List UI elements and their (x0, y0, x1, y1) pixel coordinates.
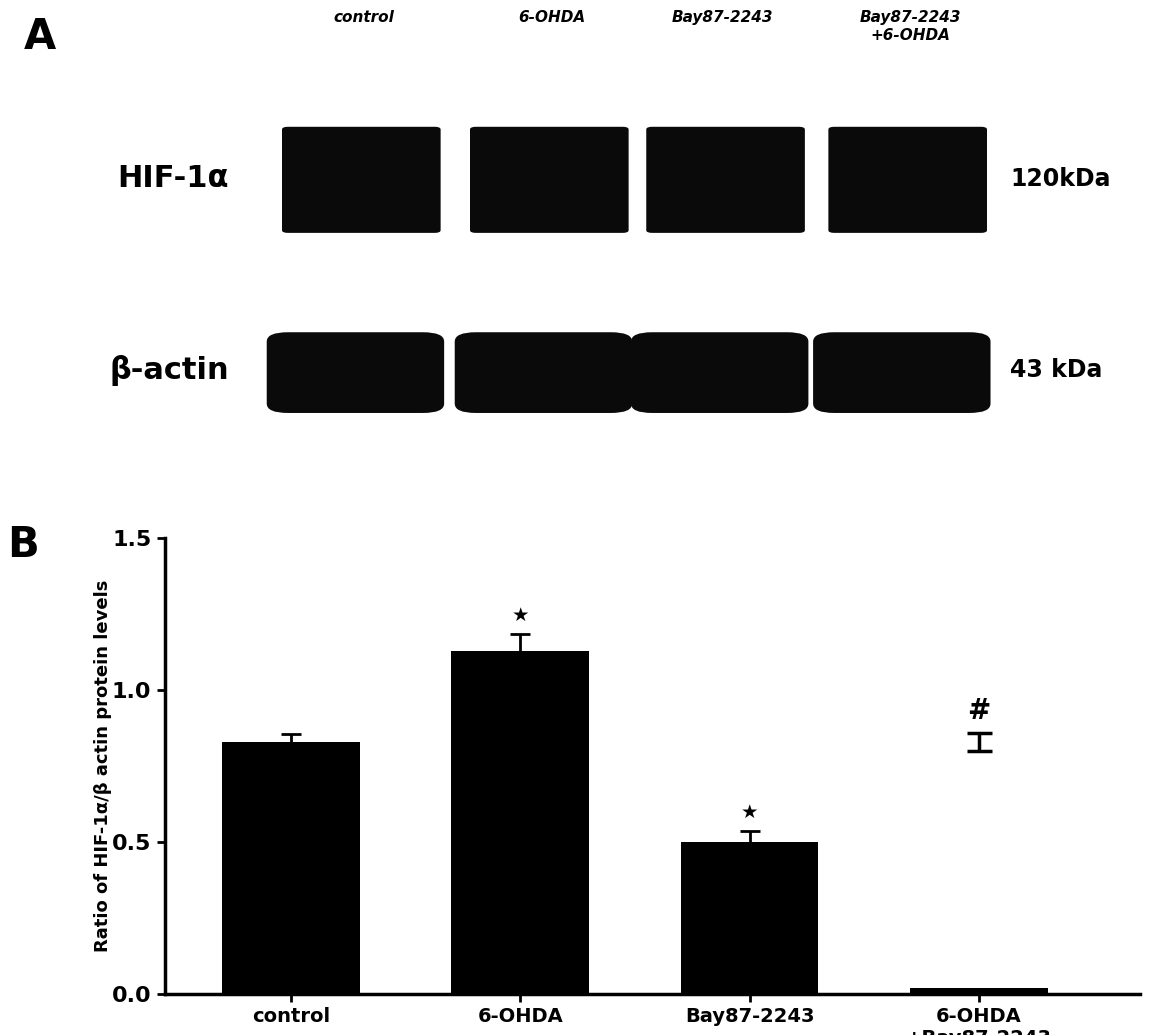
Text: A: A (24, 16, 55, 58)
FancyBboxPatch shape (470, 126, 629, 233)
Bar (680, 841, 819, 994)
Text: HIF-1α: HIF-1α (118, 164, 229, 194)
FancyBboxPatch shape (455, 332, 632, 413)
FancyBboxPatch shape (267, 332, 444, 413)
Text: Bay87-2243
+6-OHDA: Bay87-2243 +6-OHDA (860, 10, 961, 42)
FancyBboxPatch shape (646, 126, 805, 233)
Text: 120kDa: 120kDa (1010, 167, 1112, 190)
FancyBboxPatch shape (282, 126, 441, 233)
Text: control: control (334, 10, 395, 25)
FancyBboxPatch shape (813, 332, 991, 413)
Text: ★: ★ (511, 605, 529, 625)
Text: B: B (7, 524, 39, 566)
Text: 6-OHDA: 6-OHDA (518, 10, 586, 25)
Bar (222, 742, 360, 994)
FancyBboxPatch shape (828, 126, 987, 233)
FancyBboxPatch shape (631, 332, 808, 413)
Text: #: # (967, 697, 991, 724)
Bar (911, 987, 1048, 994)
Text: 43 kDa: 43 kDa (1010, 358, 1103, 382)
Bar (451, 651, 589, 994)
Text: ★: ★ (741, 803, 758, 822)
Y-axis label: Ratio of HIF-1α/β actin protein levels: Ratio of HIF-1α/β actin protein levels (94, 580, 113, 952)
Text: Bay87-2243: Bay87-2243 (672, 10, 773, 25)
Text: β-actin: β-actin (109, 355, 229, 385)
